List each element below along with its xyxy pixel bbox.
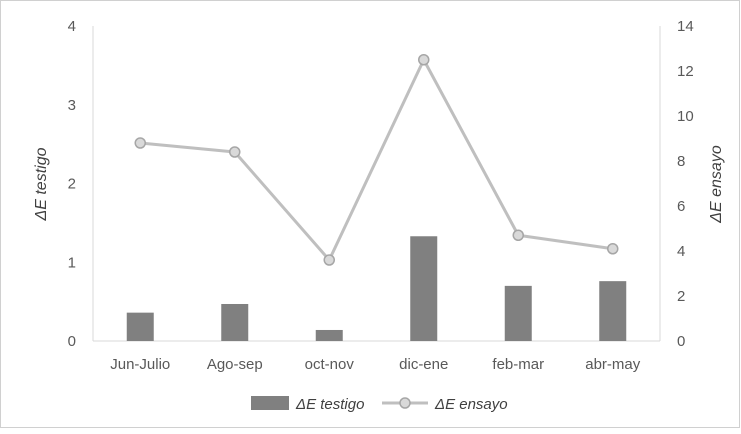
bar <box>315 329 343 341</box>
line-series <box>134 54 619 266</box>
left-tick-label: 1 <box>68 254 76 271</box>
left-tick-label: 2 <box>68 176 76 193</box>
bar <box>410 236 438 341</box>
series-line <box>140 58 613 262</box>
bar <box>599 281 627 341</box>
right-tick-label: 12 <box>677 63 694 80</box>
left-axis-title: ΔE testigo <box>33 147 50 221</box>
x-tick-labels: Jun-Julio Ago-sep oct-nov dic-ene feb-mar abr… <box>110 356 641 373</box>
x-tick-label: abr-may <box>585 356 641 373</box>
bar <box>504 285 532 341</box>
left-tick-label: 3 <box>68 97 76 114</box>
bar <box>126 312 154 341</box>
right-tick-labels: 0 2 4 6 8 10 12 14 <box>677 18 694 350</box>
left-tick-label: 0 <box>68 333 76 350</box>
left-tick-label: 4 <box>68 18 76 35</box>
right-tick-label: 14 <box>677 18 694 35</box>
line-point <box>134 137 146 149</box>
right-tick-label: 8 <box>677 153 685 170</box>
legend: ΔE testigo ΔE ensayo <box>251 396 508 413</box>
line-point <box>418 54 430 66</box>
right-tick-label: 4 <box>677 243 685 260</box>
line-point <box>229 146 241 158</box>
legend-line-marker <box>399 397 411 409</box>
right-tick-label: 0 <box>677 333 685 350</box>
right-axis-title: ΔE ensayo <box>708 145 725 224</box>
x-tick-label: oct-nov <box>305 356 355 373</box>
right-tick-label: 6 <box>677 198 685 215</box>
line-point <box>512 229 524 241</box>
left-tick-labels: 0 1 2 3 4 <box>68 18 76 350</box>
x-tick-label: feb-mar <box>492 356 544 373</box>
legend-label-ensayo: ΔE ensayo <box>434 396 508 413</box>
legend-bar-swatch <box>251 396 289 410</box>
right-tick-label: 2 <box>677 288 685 305</box>
line-point <box>323 254 335 266</box>
bar <box>221 303 249 341</box>
x-tick-label: Ago-sep <box>207 356 263 373</box>
x-tick-label: Jun-Julio <box>110 356 170 373</box>
right-tick-label: 10 <box>677 108 694 125</box>
legend-label-testigo: ΔE testigo <box>295 396 364 413</box>
line-point <box>607 243 619 255</box>
bar-series <box>126 236 627 341</box>
x-tick-label: dic-ene <box>399 356 448 373</box>
